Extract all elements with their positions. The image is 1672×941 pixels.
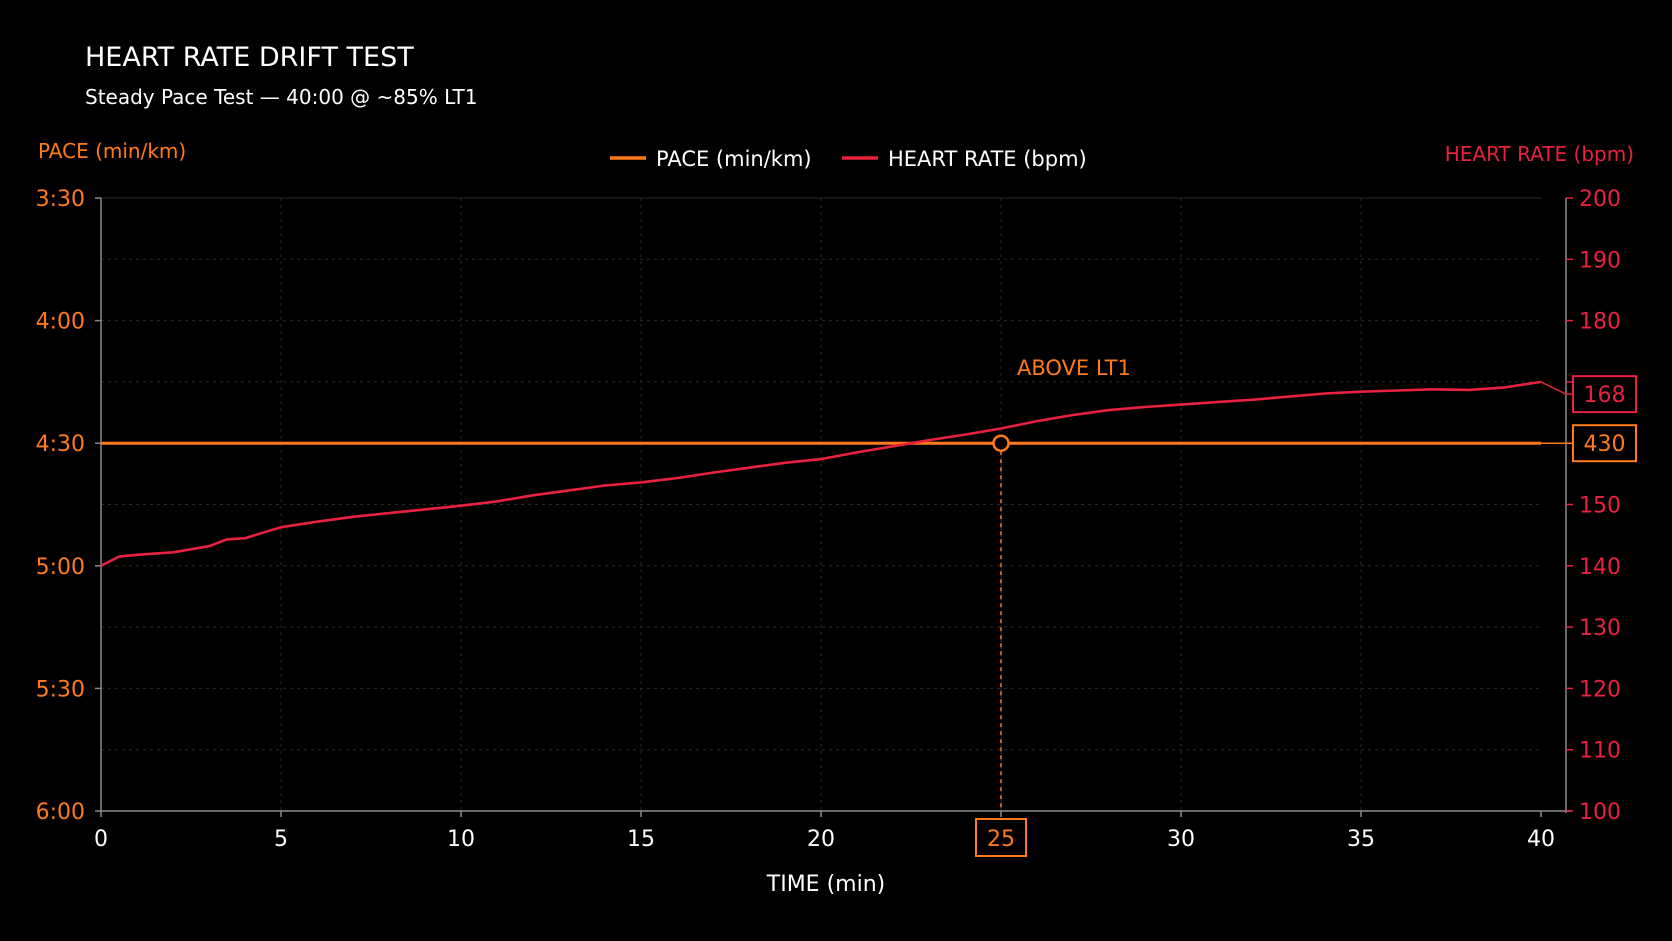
crossover-annotation-label: ABOVE LT1: [1017, 356, 1131, 380]
y-left-tick-label: 6:00: [36, 800, 85, 825]
y-right-axis-label: HEART RATE (bpm): [1445, 142, 1634, 166]
tick-labels: 3:304:004:305:005:306:002001901801501401…: [36, 187, 1621, 852]
legend: PACE (min/km) HEART RATE (bpm): [610, 147, 1087, 171]
hr-end-tag-connector: [1540, 381, 1573, 395]
x-axis-label: TIME (min): [766, 872, 885, 897]
x-tick-label: 20: [807, 827, 835, 852]
x-tick-label: 40: [1527, 827, 1555, 852]
x-tick-label: 30: [1167, 827, 1195, 852]
y-right-tick-label: 120: [1579, 677, 1621, 702]
legend-label-heart-rate: HEART RATE (bpm): [888, 147, 1087, 171]
y-left-tick-label: 3:30: [36, 187, 85, 212]
series: [100, 380, 1542, 567]
y-right-tick-label: 140: [1579, 555, 1621, 580]
y-right-tick-label: 190: [1579, 248, 1621, 273]
y-right-tick-label: 200: [1579, 187, 1621, 212]
pace-end-tag-label: 430: [1584, 432, 1626, 457]
marker-x-box: [975, 818, 1027, 857]
y-left-axis-label: PACE (min/km): [38, 139, 186, 163]
y-right-tick-label: 180: [1579, 310, 1621, 335]
hr-end-tag-box: [1572, 375, 1637, 414]
axes: [95, 197, 1573, 817]
pace-end-tag-box: [1572, 424, 1637, 463]
crossover-marker: [992, 434, 1010, 452]
y-right-tick-label: 150: [1579, 494, 1621, 519]
hr-end-tag-label: 168: [1584, 383, 1626, 408]
y-left-tick-label: 4:00: [36, 310, 85, 335]
grid: [101, 197, 1541, 811]
x-tick-label: 15: [627, 827, 655, 852]
chart-title: HEART RATE DRIFT TEST: [85, 42, 414, 73]
legend-label-pace: PACE (min/km): [656, 147, 812, 171]
y-left-tick-label: 5:30: [36, 677, 85, 702]
x-tick-label: 5: [274, 827, 288, 852]
y-left-tick-label: 4:30: [36, 432, 85, 457]
y-right-tick-label: 130: [1579, 616, 1621, 641]
x-tick-label: 35: [1347, 827, 1375, 852]
y-left-tick-label: 5:00: [36, 555, 85, 580]
marker-x-label: 25: [987, 827, 1015, 852]
x-tick-label: 10: [447, 827, 475, 852]
y-right-tick-label: 110: [1579, 739, 1621, 764]
x-tick-label: 0: [94, 827, 108, 852]
annotations: ABOVE LT1 25 168 430: [975, 356, 1637, 857]
chart-subtitle: Steady Pace Test — 40:00 @ ~85% LT1: [85, 85, 477, 109]
heart-rate-series-line: [100, 380, 1542, 567]
y-right-tick-label: 100: [1579, 800, 1621, 825]
